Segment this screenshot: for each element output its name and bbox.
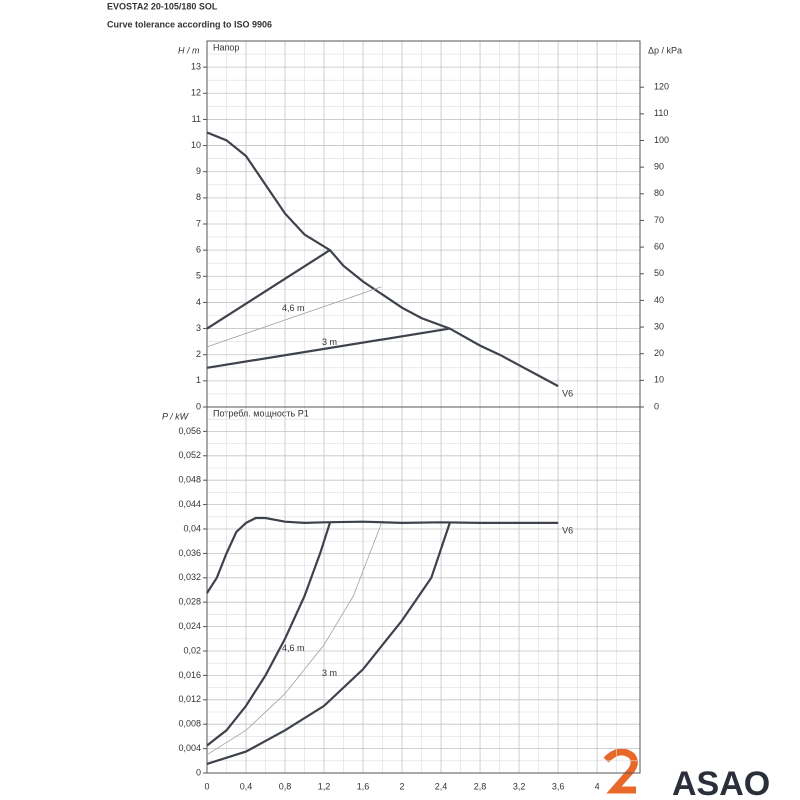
x-tick-label: 0,4	[240, 781, 253, 791]
curve	[206, 327, 450, 369]
y-tick-label: 9	[196, 166, 201, 176]
y-tick-label: 8	[196, 192, 201, 202]
y-tick-label: 12	[191, 88, 201, 98]
x-tick-label: 1,2	[318, 781, 331, 791]
x-tick-label: 3,6	[552, 781, 565, 791]
y2-axis-label: Δp / kPa	[648, 45, 682, 55]
y2-tick-label: 80	[654, 188, 664, 198]
y2-tick-label: 0	[654, 401, 659, 411]
y-tick-label: 0	[196, 401, 201, 411]
y2-tick-label: 110	[654, 108, 668, 118]
y-tick-label: 1	[196, 375, 201, 385]
logo: ASAO	[603, 748, 770, 800]
curve	[206, 522, 382, 756]
y2-tick-label: 10	[654, 375, 664, 385]
series-label: 3 m	[322, 668, 337, 678]
x-tick-label: 2,4	[435, 781, 448, 791]
logo-icon	[603, 748, 638, 794]
y-tick-label: 4	[196, 297, 201, 307]
curve	[206, 249, 331, 330]
series-label: V6	[562, 388, 573, 398]
series-label: 4,6 m	[282, 303, 305, 313]
y-tick-label: 13	[191, 62, 201, 72]
x-tick-label: 4	[595, 781, 600, 791]
y-tick-label: 0,016	[178, 670, 201, 680]
y-tick-label: 0,02	[183, 645, 201, 655]
y-tick-label: 0,028	[178, 597, 201, 607]
y-tick-label: 2	[196, 349, 201, 359]
y2-tick-label: 40	[654, 295, 664, 305]
chart-title: EVOSTA2 20-105/180 SOL	[107, 1, 218, 11]
curve	[206, 522, 451, 765]
y-tick-label: 11	[192, 114, 201, 124]
series-label: 3 m	[322, 337, 337, 347]
y2-tick-label: 60	[654, 241, 664, 251]
curve	[206, 131, 559, 388]
y-tick-label: 0,056	[178, 426, 201, 436]
y2-tick-label: 30	[654, 321, 664, 331]
y-tick-label: 0,004	[178, 743, 201, 753]
curve	[206, 516, 559, 594]
y2-tick-label: 20	[654, 348, 664, 358]
y-tick-label: 0,04	[183, 523, 201, 533]
y-tick-label: 0,044	[178, 499, 201, 509]
x-tick-label: 0	[204, 781, 209, 791]
x-tick-label: 3,2	[513, 781, 526, 791]
y2-tick-label: 90	[654, 162, 664, 172]
y-tick-label: 10	[191, 140, 201, 150]
y-axis-label: P / kW	[162, 411, 190, 421]
x-tick-label: 1,6	[357, 781, 370, 791]
x-tick-label: 2,8	[474, 781, 487, 791]
y2-tick-label: 120	[654, 82, 669, 92]
y-tick-label: 0,036	[178, 548, 201, 558]
curve	[206, 286, 382, 348]
plot-frame	[206, 406, 641, 774]
y-tick-label: 5	[196, 271, 201, 281]
y-tick-label: 0,008	[178, 719, 201, 729]
y-tick-label: 0,012	[178, 694, 201, 704]
y2-tick-label: 50	[654, 268, 664, 278]
curve	[206, 522, 331, 747]
panel-label: Напор	[213, 42, 239, 52]
series-label: 4,6 m	[282, 643, 305, 653]
y-tick-label: 0,048	[178, 475, 201, 485]
y-tick-label: 6	[196, 245, 201, 255]
series-label: V6	[562, 525, 573, 535]
y-tick-label: 7	[196, 218, 201, 228]
y-tick-label: 0,052	[178, 450, 201, 460]
x-tick-label: 2	[400, 781, 405, 791]
y-tick-label: 0	[196, 767, 201, 777]
logo-text: ASAO	[672, 765, 770, 800]
y-axis-label: H / m	[178, 45, 200, 55]
chart-subtitle: Curve tolerance according to ISO 9906	[107, 19, 272, 29]
y-tick-label: 0,024	[178, 621, 201, 631]
y-tick-label: 3	[196, 323, 201, 333]
panel-label: Потребл. мощность P1	[213, 408, 309, 418]
y2-tick-label: 70	[654, 215, 664, 225]
y-tick-label: 0,032	[178, 572, 201, 582]
x-tick-label: 0,8	[279, 781, 292, 791]
y2-tick-label: 100	[654, 135, 669, 145]
